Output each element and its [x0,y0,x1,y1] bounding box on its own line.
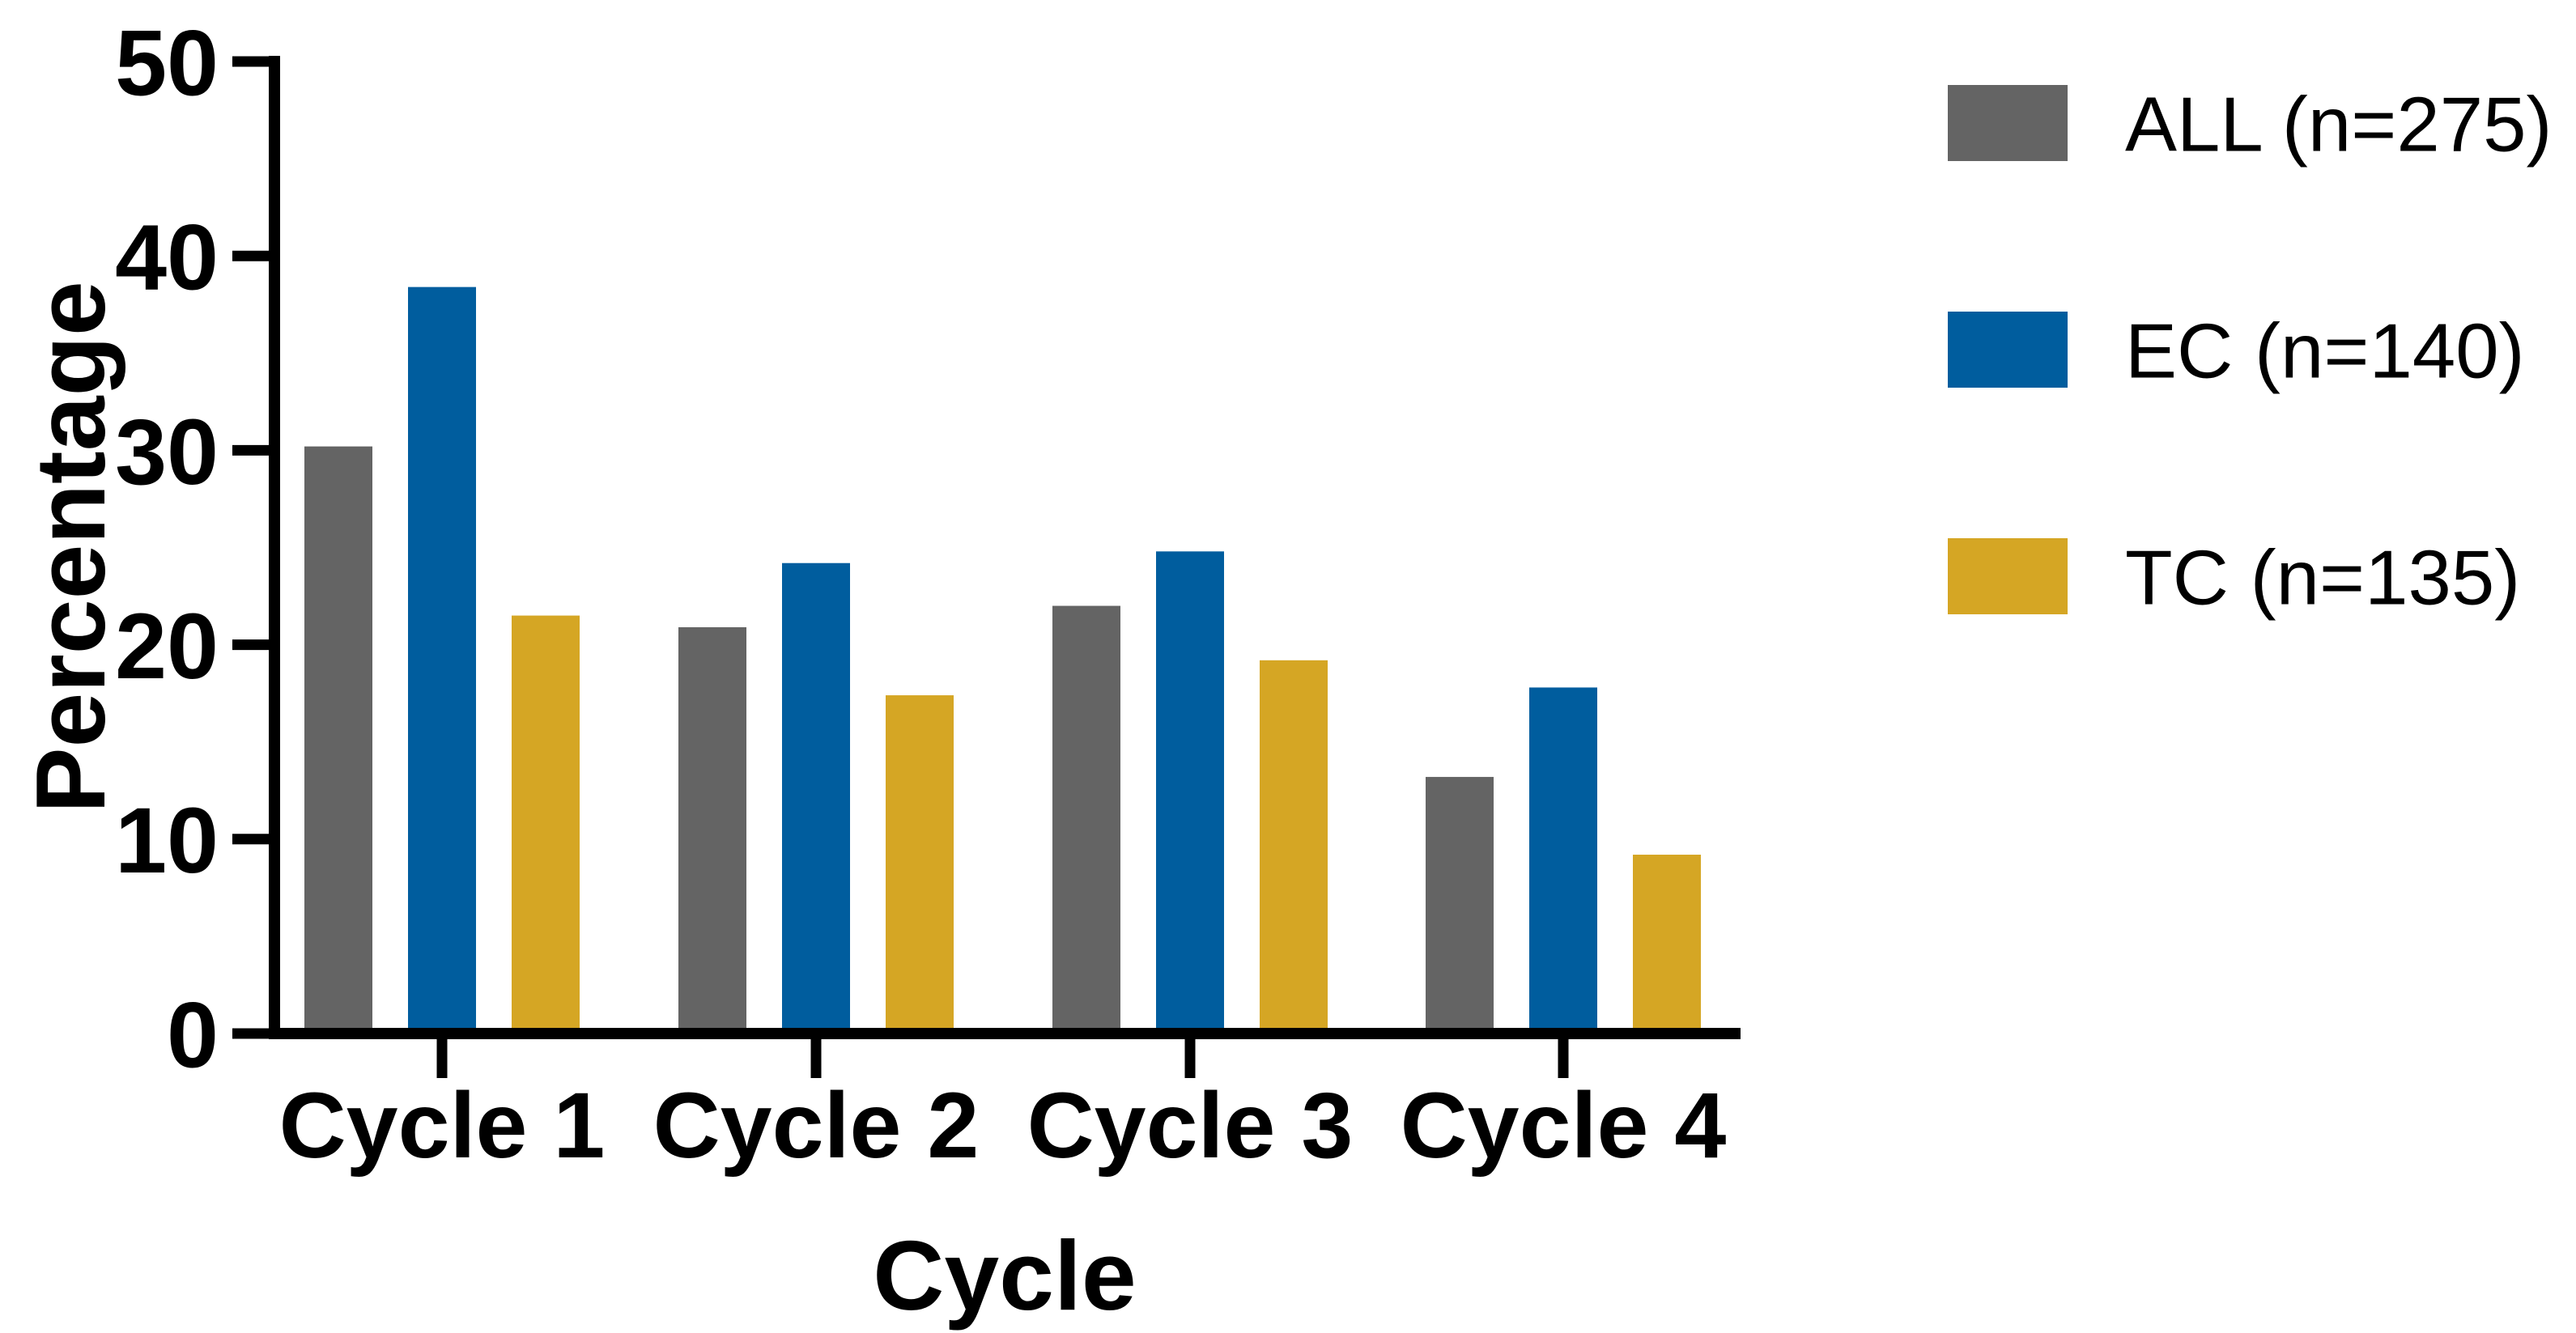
y-axis-tick-labels: 0 10 20 30 40 50 [115,11,219,1087]
legend: ALL (n=275) EC (n=140) TC (n=135) [2125,82,2552,622]
y-tick-label: 40 [115,206,219,310]
bar-all-cycle-4 [1426,776,1494,1039]
x-tick-label: Cycle 4 [1401,1074,1727,1178]
plot-area [232,56,2068,1078]
y-tick-label: 0 [167,983,219,1087]
bar-tc-cycle-1 [512,615,580,1039]
y-tick-label: 50 [115,11,219,115]
legend-swatch-tc [1948,538,2068,614]
bar-all-cycle-1 [304,446,372,1039]
legend-label-all: ALL (n=275) [2125,82,2552,168]
bar-all-cycle-2 [678,626,746,1039]
bar-ec-cycle-4 [1529,687,1597,1039]
bar-all-cycle-3 [1052,605,1120,1039]
x-axis-tick-labels: Cycle 1 Cycle 2 Cycle 3 Cycle 4 [279,1074,1727,1178]
x-axis-title: Cycle [873,1221,1137,1331]
legend-label-ec: EC (n=140) [2125,308,2525,395]
y-axis-title: Percentage [15,281,125,813]
bar-ec-cycle-2 [782,562,850,1039]
x-tick-label: Cycle 2 [653,1074,980,1178]
x-tick-label: Cycle 1 [279,1074,606,1178]
legend-label-tc: TC (n=135) [2125,535,2520,622]
x-tick-label: Cycle 3 [1027,1074,1354,1178]
y-tick-label: 10 [115,789,219,893]
bar-tc-cycle-4 [1633,855,1701,1039]
bar-tc-cycle-3 [1260,660,1328,1039]
bar-tc-cycle-2 [886,695,954,1039]
bar-ec-cycle-3 [1156,551,1224,1039]
y-tick-label: 30 [115,401,219,504]
bar-ec-cycle-1 [408,287,476,1040]
y-tick-label: 20 [115,595,219,698]
legend-swatch-ec [1948,312,2068,388]
legend-swatch-all [1948,85,2068,161]
